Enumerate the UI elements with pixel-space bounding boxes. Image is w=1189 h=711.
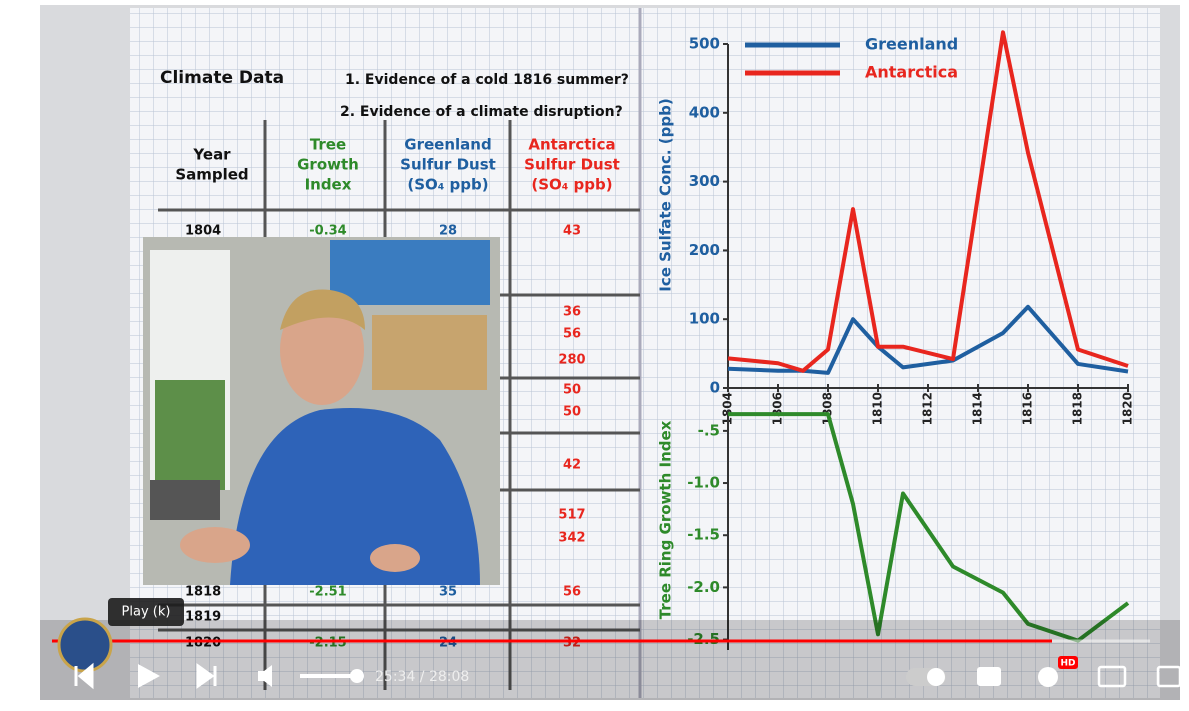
table-cell: 1804 — [185, 224, 221, 239]
table-cell: 50 — [563, 383, 581, 398]
y-axis-label: Tree Ring Growth Index — [657, 420, 675, 619]
table-cell: 32 — [563, 636, 581, 651]
y-axis-label: Ice Sulfate Conc. (ppb) — [657, 98, 675, 291]
x-tick-label: 1808 — [821, 392, 835, 425]
presenter-video — [143, 237, 500, 585]
x-tick-label: 1812 — [921, 392, 935, 425]
presenter-hair — [280, 289, 365, 330]
table-cell: 43 — [563, 224, 581, 239]
column-header: Growth — [297, 156, 359, 174]
y-tick-label: 300 — [689, 172, 720, 190]
column-header: Tree — [310, 136, 346, 154]
column-header: (SO₄ ppb) — [407, 176, 488, 194]
autoplay-knob[interactable] — [927, 668, 945, 686]
presenter-shirt — [230, 408, 480, 585]
column-header: (SO₄ ppb) — [531, 176, 612, 194]
column-header: Index — [305, 176, 352, 194]
table-cell: 35 — [439, 585, 457, 600]
table-cell: 42 — [563, 458, 581, 473]
column-header: Sampled — [175, 166, 248, 184]
y-tick-label: -1.5 — [687, 526, 720, 544]
volume-knob[interactable] — [350, 669, 364, 683]
question: 2. Evidence of a climate disruption? — [340, 104, 623, 120]
table-cell: -2.51 — [309, 585, 346, 600]
table-cell: 1820 — [185, 636, 221, 651]
volume-button[interactable] — [258, 665, 272, 687]
table-cell: 342 — [558, 531, 585, 546]
previous-button[interactable] — [74, 662, 94, 690]
table-cell: -0.34 — [309, 224, 346, 239]
y-tick-label: 400 — [689, 103, 720, 121]
player-controls: Play (k) 25:34 / 28:08 HD — [40, 598, 1182, 700]
x-tick-label: 1814 — [971, 392, 985, 425]
controls-shade — [40, 620, 1180, 700]
presenter-hand — [370, 544, 420, 572]
settings-button[interactable] — [1038, 667, 1058, 687]
presenter-hand — [180, 527, 250, 563]
corkboard — [372, 315, 487, 390]
tooltip-box — [108, 598, 184, 626]
column-header: Year — [192, 146, 231, 164]
hd-label: HD — [1060, 659, 1075, 669]
y-tick-label: -2.0 — [687, 578, 720, 596]
column-header: Greenland — [404, 136, 491, 154]
column-header: Sulfur Dust — [524, 156, 620, 174]
table-cell: 50 — [563, 405, 581, 420]
y-tick-label: -2.5 — [687, 630, 720, 648]
table-cell: 56 — [563, 585, 581, 600]
question: 1. Evidence of a cold 1816 summer? — [345, 72, 629, 88]
table-cell: 24 — [439, 636, 457, 651]
next-button[interactable] — [196, 663, 217, 689]
x-tick-label: 1820 — [1121, 392, 1135, 425]
table-cell: -2.15 — [309, 636, 346, 651]
table: Year Sampled Tree Growth Index Greenland Sulfu… — [175, 136, 620, 651]
y-tick-label: 100 — [689, 310, 720, 328]
table-cell: 1818 — [185, 585, 221, 600]
theater-button[interactable] — [1156, 665, 1182, 688]
table-cell: 517 — [558, 508, 585, 523]
y-tick-label: 200 — [689, 241, 720, 259]
laptop — [150, 480, 220, 520]
charts: Ice Sulfate Conc. (ppb) 0 100 200 300 400 500 1… — [657, 30, 1135, 650]
channel-logo[interactable] — [57, 617, 113, 673]
column-header: Sulfur Dust — [400, 156, 496, 174]
y-tick-label: -1.0 — [687, 474, 720, 492]
x-tick-label: 1810 — [871, 392, 885, 425]
x-tick-label: 1806 — [771, 392, 785, 425]
x-tick-label: 1804 — [721, 392, 735, 425]
table-cell: 36 — [563, 305, 581, 320]
legend-label: Greenland — [865, 35, 958, 54]
play-button[interactable] — [138, 664, 160, 688]
y-tick-label: 0 — [710, 379, 720, 397]
notebook-title: Climate Data — [160, 68, 284, 88]
table-cell: 1819 — [185, 610, 221, 625]
x-tick-label: 1816 — [1021, 392, 1035, 425]
time-display: 25:34 / 28:08 — [375, 669, 469, 685]
y-tick-label: 500 — [689, 35, 720, 53]
hd-badge — [1058, 656, 1078, 669]
table-cell: 28 — [439, 224, 457, 239]
x-tick-label: 1818 — [1071, 392, 1085, 425]
miniplayer-button[interactable] — [1097, 665, 1127, 688]
table-cell: 280 — [558, 353, 585, 368]
trees — [155, 380, 225, 490]
data-line — [728, 412, 1130, 643]
data-line — [727, 30, 1129, 373]
legend-label: Antarctica — [865, 63, 958, 82]
table-cell: 56 — [563, 327, 581, 342]
tooltip: Play (k) — [122, 605, 171, 620]
map — [330, 240, 490, 305]
y-tick-label: -.5 — [698, 421, 720, 439]
presenter-head — [280, 295, 364, 405]
captions-button[interactable] — [977, 667, 1001, 686]
column-header: Antarctica — [528, 136, 615, 154]
